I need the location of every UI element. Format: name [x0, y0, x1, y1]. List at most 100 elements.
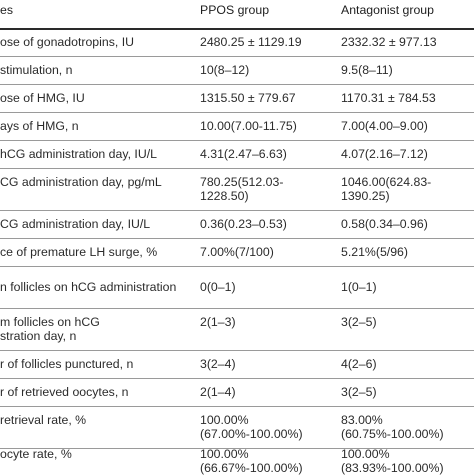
row-10-label-line: r of follicles punctured, n [0, 357, 134, 371]
row-9-rule [0, 350, 474, 351]
row-11-label-line: r of retrieved oocytes, n [0, 385, 129, 399]
row-9-label-line: m follicles on hCG [0, 315, 100, 329]
row-1-rule [0, 84, 474, 85]
row-7-ppos-line: 7.00%(7/100) [200, 245, 274, 259]
row-0-label: ose of gonadotropins, IU [0, 35, 134, 49]
row-7-ppos: 7.00%(7/100) [200, 245, 274, 259]
row-0-antagonist: 2332.32 ± 977.13 [341, 35, 437, 49]
row-2-antagonist: 1170.31 ± 784.53 [341, 91, 436, 105]
row-2-label: ose of HMG, IU [0, 91, 85, 105]
row-7-antagonist: 5.21%(5/96) [341, 245, 408, 259]
row-0-label-line: ose of gonadotropins, IU [0, 35, 134, 49]
row-9-ppos-line: 2(1–3) [200, 315, 236, 329]
row-5-antagonist: 1046.00(624.83- 1390.25) [341, 175, 431, 203]
row-1-ppos: 10(8–12) [200, 63, 249, 77]
row-9-antagonist: 3(2–5) [341, 315, 377, 329]
row-6-ppos: 0.36(0.23–0.53) [200, 217, 287, 231]
row-4-label-line: hCG administration day, IU/L [0, 147, 157, 161]
row-1-ppos-line: 10(8–12) [200, 63, 250, 77]
row-12-ppos-line: (67.00%-100.00%) [200, 427, 303, 441]
row-6-label-line: CG administration day, IU/L [0, 217, 151, 231]
row-3-label-line: ays of HMG, n [0, 119, 79, 133]
row-7-antagonist-line: 5.21%(5/96) [341, 245, 408, 259]
row-13-ppos-line: (66.67%-100.00%) [200, 461, 303, 475]
header-rule [0, 28, 474, 30]
header-antagonist: Antagonist group [341, 3, 434, 17]
row-8-label-line: n follicles on hCG administration [0, 280, 177, 294]
row-6-label: CG administration day, IU/L [0, 217, 150, 231]
row-4-label: hCG administration day, IU/L [0, 147, 157, 161]
row-12-antagonist-line: 83.00% [341, 413, 383, 427]
row-13-antagonist-line: 100.00% [341, 447, 390, 461]
row-12-ppos-line: 100.00% [200, 413, 249, 427]
row-12-label: retrieval rate, % [0, 413, 86, 427]
row-9-label-line: stration day, n [0, 329, 77, 343]
row-7-label: ce of premature LH surge, % [0, 245, 157, 259]
row-6-rule [0, 238, 474, 239]
row-10-label: r of follicles punctured, n [0, 357, 133, 371]
row-1-antagonist: 9.5(8–11) [341, 63, 393, 77]
row-7-label-line: ce of premature LH surge, % [0, 245, 158, 259]
row-9-antagonist-line: 3(2–5) [341, 315, 377, 329]
row-6-ppos-line: 0.36(0.23–0.53) [200, 217, 287, 231]
row-2-ppos: 1315.50 ± 779.67 [200, 91, 296, 105]
row-8-label: n follicles on hCG administration [0, 280, 176, 294]
row-2-antagonist-line: 1170.31 ± 784.53 [341, 91, 436, 105]
row-13-antagonist: 100.00% (83.93%-100.00%) [341, 447, 444, 475]
row-11-ppos: 2(1–4) [200, 385, 236, 399]
row-8-ppos: 0(0–1) [200, 280, 236, 294]
row-10-ppos: 3(2–4) [200, 357, 236, 371]
row-10-antagonist: 4(2–6) [341, 357, 377, 371]
row-9-label: m follicles on hCG stration day, n [0, 315, 100, 343]
row-5-ppos-line: 1228.50) [200, 189, 249, 203]
row-12-antagonist: 83.00% (60.75%-100.00%) [341, 413, 444, 441]
row-3-antagonist: 7.00(4.00–9.00) [341, 119, 428, 133]
row-10-rule [0, 378, 474, 379]
row-5-ppos: 780.25(512.03- 1228.50) [200, 175, 283, 203]
row-1-label: stimulation, n [0, 63, 72, 77]
row-10-antagonist-line: 4(2–6) [341, 357, 377, 371]
row-0-ppos-line: 2480.25 ± 1129.19 [200, 35, 302, 49]
row-13-ppos-line: 100.00% [200, 447, 249, 461]
row-5-ppos-line: 780.25(512.03- [200, 175, 284, 189]
row-0-rule [0, 56, 474, 57]
row-11-label: r of retrieved oocytes, n [0, 385, 129, 399]
row-4-ppos-line: 4.31(2.47–6.63) [200, 147, 287, 161]
row-3-label: ays of HMG, n [0, 119, 79, 133]
row-1-antagonist-line: 9.5(8–11) [341, 63, 393, 77]
row-12-rule [0, 448, 474, 449]
row-4-antagonist: 4.07(2.16–7.12) [341, 147, 428, 161]
row-6-antagonist: 0.58(0.34–0.96) [341, 217, 428, 231]
row-3-rule [0, 140, 474, 141]
row-5-antagonist-line: 1046.00(624.83- [341, 175, 432, 189]
header-ppos-line: PPOS group [200, 3, 270, 17]
row-8-antagonist-line: 1(0–1) [341, 280, 377, 294]
row-13-label-line: ocyte rate, % [0, 447, 72, 461]
row-4-rule [0, 168, 474, 169]
row-3-ppos: 10.00(7.00-11.75) [200, 119, 297, 133]
row-10-ppos-line: 3(2–4) [200, 357, 236, 371]
row-6-antagonist-line: 0.58(0.34–0.96) [341, 217, 428, 231]
header-antagonist-line: Antagonist group [341, 3, 434, 17]
row-0-antagonist-line: 2332.32 ± 977.13 [341, 35, 437, 49]
row-12-ppos: 100.00% (67.00%-100.00%) [200, 413, 303, 441]
row-0-ppos: 2480.25 ± 1129.19 [200, 35, 302, 49]
row-4-ppos: 4.31(2.47–6.63) [200, 147, 287, 161]
row-11-antagonist: 3(2–5) [341, 385, 377, 399]
row-12-label-line: retrieval rate, % [0, 413, 87, 427]
row-11-antagonist-line: 3(2–5) [341, 385, 377, 399]
row-13-label: ocyte rate, % [0, 447, 72, 461]
row-13-antagonist-line: (83.93%-100.00%) [341, 461, 444, 475]
row-12-antagonist-line: (60.75%-100.00%) [341, 427, 444, 441]
row-13-ppos: 100.00% (66.67%-100.00%) [200, 447, 303, 475]
header-ppos: PPOS group [200, 3, 269, 17]
row-8-ppos-line: 0(0–1) [200, 280, 236, 294]
row-1-label-line: stimulation, n [0, 63, 73, 77]
row-8-rule [0, 308, 474, 309]
row-5-rule [0, 210, 474, 211]
header-variable-line: es [0, 3, 13, 17]
row-2-label-line: ose of HMG, IU [0, 91, 85, 105]
row-9-ppos: 2(1–3) [200, 315, 236, 329]
row-11-ppos-line: 2(1–4) [200, 385, 236, 399]
